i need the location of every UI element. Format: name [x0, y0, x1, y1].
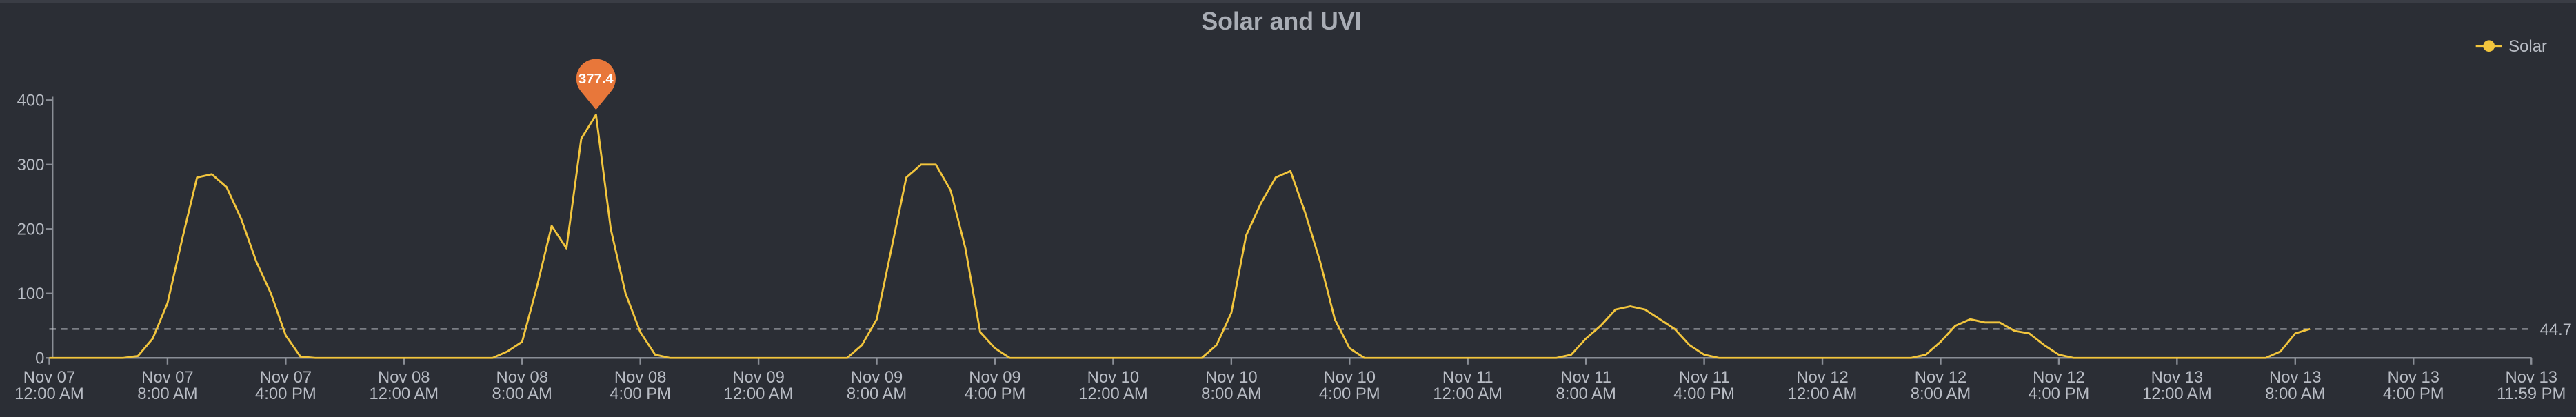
y-tick-label: 0: [35, 349, 44, 368]
x-tick-label: 12:00 AM: [1433, 385, 1502, 403]
x-tick-label: Nov 07: [23, 368, 75, 387]
reference-label: 44.7: [2540, 321, 2572, 339]
x-tick-label: Nov 12: [2033, 368, 2084, 387]
max-pin: [576, 59, 616, 110]
x-tick-label: Nov 09: [732, 368, 784, 387]
x-tick-label: Nov 08: [378, 368, 430, 387]
y-tick-label: 300: [17, 156, 45, 174]
x-tick-label: 8:00 AM: [1911, 385, 1971, 403]
x-tick-label: Nov 13: [2506, 368, 2557, 387]
x-tick-label: Nov 08: [614, 368, 666, 387]
x-tick-label: 8:00 AM: [1556, 385, 1616, 403]
x-tick-label: 4:00 PM: [2029, 385, 2090, 403]
y-tick-label: 400: [17, 92, 45, 110]
x-tick-label: Nov 07: [260, 368, 312, 387]
x-tick-label: Nov 10: [1087, 368, 1139, 387]
x-tick-label: 8:00 AM: [2265, 385, 2325, 403]
x-tick-label: 4:00 PM: [610, 385, 671, 403]
x-tick-label: Nov 13: [2269, 368, 2321, 387]
chart-title: Solar and UVI: [1201, 8, 1361, 35]
x-tick-label: 12:00 AM: [1788, 385, 1858, 403]
x-tick-label: 4:00 PM: [965, 385, 1026, 403]
x-tick-label: 4:00 PM: [1319, 385, 1380, 403]
x-tick-label: 8:00 AM: [492, 385, 552, 403]
x-tick-label: Nov 13: [2151, 368, 2203, 387]
x-tick-label: 12:00 AM: [369, 385, 439, 403]
x-tick-label: Nov 11: [1560, 368, 1611, 387]
x-tick-label: 8:00 AM: [137, 385, 197, 403]
x-tick-label: Nov 10: [1324, 368, 1376, 387]
x-tick-label: Nov 08: [496, 368, 547, 387]
x-tick-label: Nov 11: [1679, 368, 1730, 387]
x-tick-label: 4:00 PM: [1673, 385, 1735, 403]
x-tick-label: 8:00 AM: [847, 385, 907, 403]
x-tick-label: 12:00 AM: [2142, 385, 2212, 403]
y-tick-label: 200: [17, 221, 45, 239]
legend-marker: [2483, 40, 2495, 52]
x-tick-label: Nov 09: [969, 368, 1020, 387]
x-tick-label: 11:59 PM: [2497, 385, 2566, 403]
max-pin-label: 377.4: [578, 72, 614, 87]
series-line: [49, 113, 2311, 359]
x-tick-label: Nov 12: [1915, 368, 1966, 387]
y-tick-label: 100: [17, 285, 45, 303]
x-tick-label: 4:00 PM: [255, 385, 316, 403]
x-tick-label: 4:00 PM: [2383, 385, 2444, 403]
x-tick-label: 12:00 AM: [724, 385, 794, 403]
x-tick-label: Nov 07: [141, 368, 193, 387]
x-tick-label: Nov 10: [1205, 368, 1257, 387]
x-tick-label: 8:00 AM: [1201, 385, 1261, 403]
x-tick-label: Nov 13: [2387, 368, 2439, 387]
x-tick-label: Nov 12: [1796, 368, 1848, 387]
x-tick-label: Nov 11: [1442, 368, 1493, 387]
x-tick-label: 12:00 AM: [14, 385, 84, 403]
x-tick-label: Nov 09: [851, 368, 903, 387]
legend-label: Solar: [2508, 37, 2547, 56]
top-border: [0, 0, 2576, 3]
x-tick-label: 12:00 AM: [1078, 385, 1148, 403]
